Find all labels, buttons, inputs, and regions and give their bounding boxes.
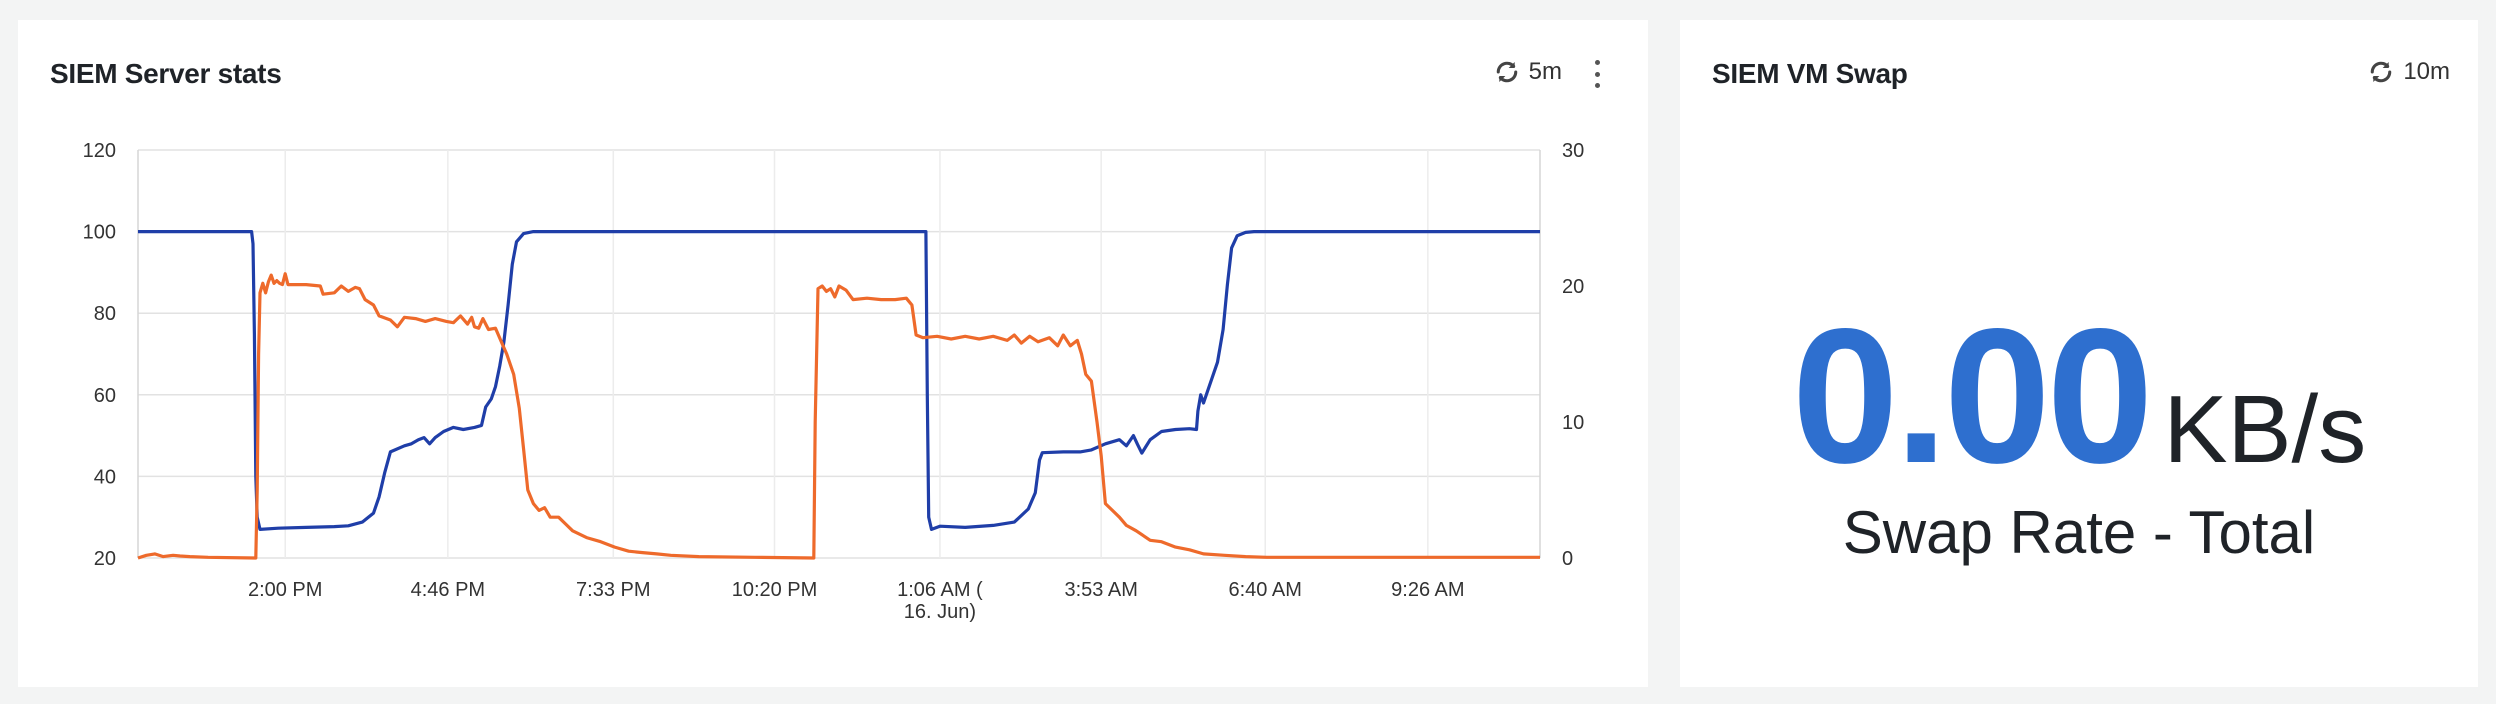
refresh-control[interactable]: 5m: [1493, 58, 1562, 86]
refresh-control[interactable]: 10m: [2367, 58, 2450, 86]
y-left-tick-label: 60: [94, 385, 116, 407]
panel-title: SIEM VM Swap: [1712, 58, 1908, 89]
y-right-tick-label: 30: [1562, 140, 1584, 162]
y-right-tick-label: 20: [1562, 276, 1584, 298]
y-left-tick-label: 40: [94, 466, 116, 488]
x-tick-label: 9:26 AM: [1391, 579, 1464, 601]
refresh-icon[interactable]: [2367, 58, 2395, 86]
refresh-interval: 5m: [1528, 58, 1562, 85]
x-tick-label: 3:53 AM: [1064, 579, 1137, 601]
siem-vm-swap-panel: SIEM VM Swap 10m 0.00 KB/s Swap Rate - To…: [1680, 20, 2478, 687]
kebab-menu-icon[interactable]: [1592, 60, 1602, 88]
y-left-tick-label: 80: [94, 303, 116, 325]
y-right-tick-label: 0: [1562, 548, 1573, 570]
y-right-tick-label: 10: [1562, 412, 1584, 434]
x-tick-label: 2:00 PM: [248, 579, 322, 601]
metric-unit: KB/s: [2163, 376, 2367, 483]
y-left-tick-label: 100: [83, 222, 116, 244]
panel-title: SIEM Server stats: [50, 58, 282, 89]
swap-rate-value: 0.00 KB/s: [1680, 300, 2478, 492]
metric-label: Swap Rate - Total: [1842, 499, 2316, 566]
siem-server-stats-panel: SIEM Server stats 5m 20 40 60 80 100 120 0 10 20…: [18, 20, 1648, 687]
refresh-interval: 10m: [2403, 58, 2450, 85]
metric-number: 0.00: [1791, 288, 2154, 503]
x-tick-label: 1:06 AM (16. Jun): [897, 579, 983, 623]
x-tick-label: 7:33 PM: [576, 579, 650, 601]
refresh-icon[interactable]: [1493, 58, 1521, 86]
y-left-tick-label: 120: [83, 140, 116, 162]
y-left-tick-label: 20: [94, 548, 116, 570]
series-line-2: [137, 272, 1540, 560]
line-chart: 20 40 60 80 100 120 0 10 20 30 2:00 PM 4:46 PM 7:33 …: [83, 140, 1585, 623]
x-tick-label: 4:46 PM: [411, 579, 485, 601]
x-tick-label: 10:20 PM: [732, 579, 818, 601]
x-tick-label: 6:40 AM: [1229, 579, 1302, 601]
series-line-1: [138, 230, 1540, 531]
